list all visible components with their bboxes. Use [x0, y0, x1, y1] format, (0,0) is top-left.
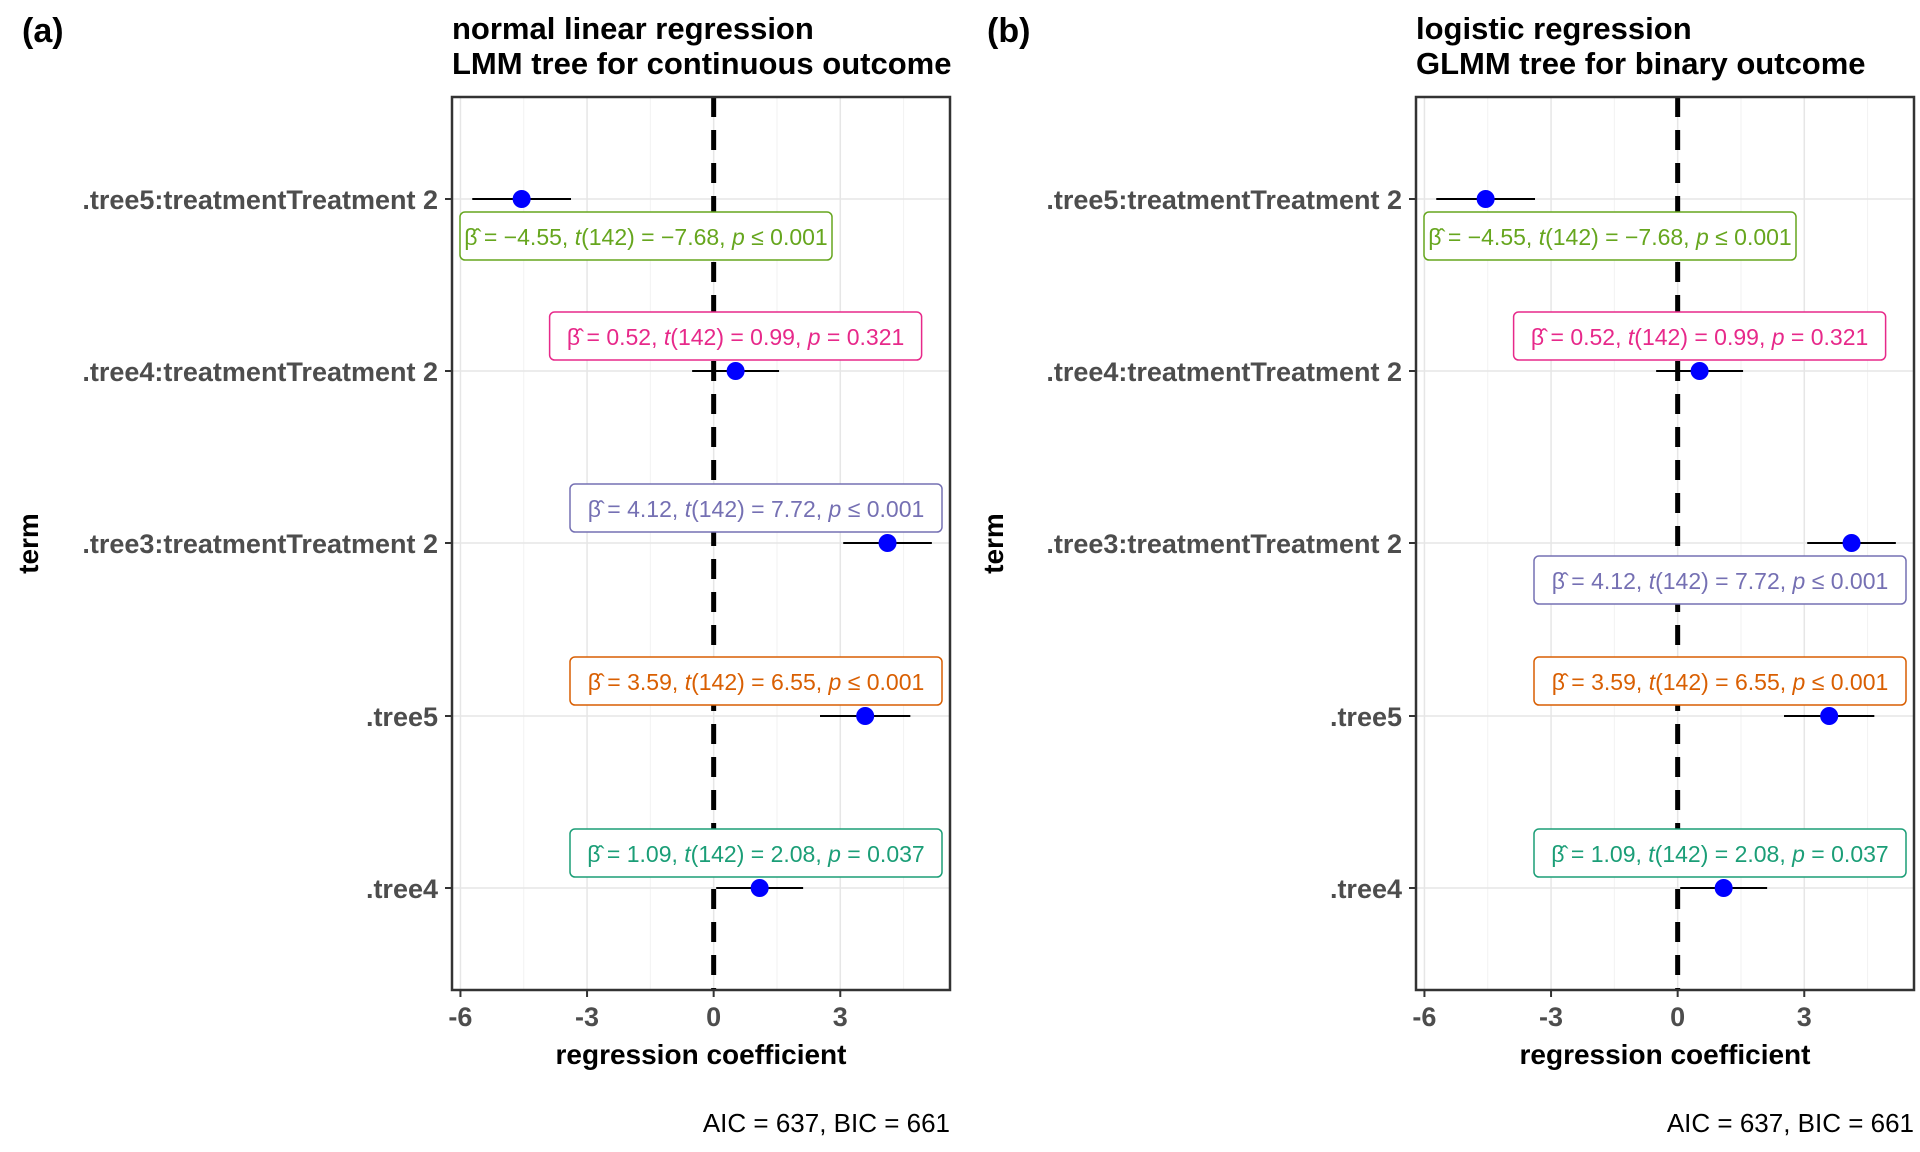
y-tick-label: .tree5	[1330, 702, 1402, 732]
point-estimate	[878, 534, 897, 552]
stat-label: β̂ = 0.52, t(142) = 0.99, p = 0.321	[1512, 311, 1887, 361]
stat-label-text: β̂ = −4.55, t(142) = −7.68, p ≤ 0.001	[464, 224, 827, 250]
x-tick-label: -6	[1412, 1002, 1436, 1032]
point-estimate	[1690, 362, 1709, 380]
y-axis-title: term	[978, 513, 1009, 574]
model-fit-caption: AIC = 637, BIC = 661	[1667, 1108, 1914, 1138]
y-tick-label: .tree5:treatmentTreatment 2	[1046, 185, 1402, 215]
stat-label: β̂ = 1.09, t(142) = 2.08, p = 0.037	[1533, 828, 1907, 878]
x-tick-label: 3	[1797, 1002, 1812, 1032]
stat-label: β̂ = 4.12, t(142) = 7.72, p ≤ 0.001	[1533, 555, 1907, 605]
panel-tag: (b)	[987, 12, 1030, 50]
stat-label-text: β̂ = 3.59, t(142) = 6.55, p ≤ 0.001	[588, 669, 925, 695]
y-axis-title: term	[13, 513, 44, 574]
x-tick-label: -3	[1539, 1002, 1563, 1032]
stat-label-text: β̂ = 3.59, t(142) = 6.55, p ≤ 0.001	[1552, 669, 1889, 695]
y-tick-label: .tree4	[366, 874, 438, 904]
point-estimate	[1476, 190, 1495, 208]
chart-title-line: logistic regression	[1416, 11, 1692, 46]
x-tick-label: 0	[1670, 1002, 1685, 1032]
point-estimate	[1714, 879, 1733, 897]
stat-label-text: β̂ = 0.52, t(142) = 0.99, p = 0.321	[1531, 324, 1868, 350]
x-tick-label: 3	[833, 1002, 848, 1032]
chart-title-line: normal linear regression	[452, 11, 814, 46]
point-estimate	[1842, 534, 1861, 552]
y-tick-label: .tree4:treatmentTreatment 2	[82, 357, 438, 387]
y-tick-label: .tree4	[1330, 874, 1402, 904]
y-tick-label: .tree4:treatmentTreatment 2	[1046, 357, 1402, 387]
point-estimate	[726, 362, 745, 380]
point-estimate	[750, 879, 769, 897]
y-tick-label: .tree5:treatmentTreatment 2	[82, 185, 438, 215]
y-tick-label: .tree3:treatmentTreatment 2	[82, 529, 438, 559]
stat-label: β̂ = −4.55, t(142) = −7.68, p ≤ 0.001	[1423, 211, 1797, 261]
stat-label-box	[569, 483, 943, 533]
stat-label: β̂ = 1.09, t(142) = 2.08, p = 0.037	[569, 828, 943, 878]
x-axis-title: regression coefficient	[1520, 1039, 1811, 1070]
stat-label-box	[1423, 211, 1797, 261]
stat-label: β̂ = −4.55, t(142) = −7.68, p ≤ 0.001	[459, 211, 833, 261]
x-axis-title: regression coefficient	[556, 1039, 847, 1070]
stat-label-text: β̂ = 4.12, t(142) = 7.72, p ≤ 0.001	[588, 496, 925, 522]
chart-title-line: GLMM tree for binary outcome	[1416, 46, 1866, 81]
stat-label-box	[1533, 828, 1907, 878]
stat-label-text: β̂ = 0.52, t(142) = 0.99, p = 0.321	[567, 324, 904, 350]
y-tick-label: .tree5	[366, 702, 438, 732]
stat-label-text: β̂ = 1.09, t(142) = 2.08, p = 0.037	[1551, 841, 1888, 867]
stat-label-box	[1512, 311, 1887, 361]
stat-label-box	[1533, 555, 1907, 605]
point-estimate	[512, 190, 531, 208]
stat-label-box	[569, 828, 943, 878]
stat-label-box	[1533, 656, 1907, 706]
stat-label: β̂ = 3.59, t(142) = 6.55, p ≤ 0.001	[1533, 656, 1907, 706]
stat-label-text: β̂ = 4.12, t(142) = 7.72, p ≤ 0.001	[1552, 568, 1889, 594]
stat-label-box	[459, 211, 833, 261]
chart-title-line: LMM tree for continuous outcome	[452, 46, 951, 81]
stat-label: β̂ = 3.59, t(142) = 6.55, p ≤ 0.001	[569, 656, 943, 706]
stat-label: β̂ = 0.52, t(142) = 0.99, p = 0.321	[548, 311, 923, 361]
stat-label-box	[548, 311, 923, 361]
stat-label: β̂ = 4.12, t(142) = 7.72, p ≤ 0.001	[569, 483, 943, 533]
model-fit-caption: AIC = 637, BIC = 661	[703, 1108, 950, 1138]
stat-label-text: β̂ = 1.09, t(142) = 2.08, p = 0.037	[587, 841, 924, 867]
point-estimate	[856, 707, 875, 725]
stat-label-box	[569, 656, 943, 706]
x-tick-label: 0	[706, 1002, 721, 1032]
x-tick-label: -3	[575, 1002, 599, 1032]
x-tick-label: -6	[448, 1002, 472, 1032]
stat-label-text: β̂ = −4.55, t(142) = −7.68, p ≤ 0.001	[1428, 224, 1791, 250]
point-estimate	[1820, 707, 1839, 725]
panel-tag: (a)	[22, 12, 64, 50]
y-tick-label: .tree3:treatmentTreatment 2	[1046, 529, 1402, 559]
